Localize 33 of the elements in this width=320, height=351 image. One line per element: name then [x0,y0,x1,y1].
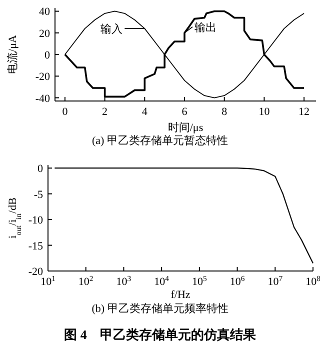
x-tick-label: 10$^{2}$ [78,274,94,288]
x-tick-label: 4 [142,106,148,118]
y-tick-label: -20 [35,71,50,84]
y-tick-label: 0 [44,50,50,62]
y-tick-label: 0 [38,163,44,176]
x-tick-label: 8 [222,106,228,118]
y-tick-label: -20 [28,266,44,278]
x-axis-title: 时间/μs [168,121,204,134]
text: (b) 甲乙类存储单元频率特性 [92,302,228,315]
y-tick-label: -10 [28,214,44,227]
x-tick-label: 6 [182,106,188,118]
x-tick-label: 10$^{8}$ [306,274,320,288]
x-axis-title: f/Hz [170,289,190,301]
x-tick-label: 10$^{4}$ [154,274,170,288]
caption: 图 4 甲乙类存储单元的仿真结果 [64,327,257,342]
y-tick-label: 40 [39,6,50,18]
x-tick-label: 10 [258,106,270,118]
x-tick-label: 10$^{5}$ [192,274,208,288]
x-tick-label: 10$^{7}$ [268,274,283,288]
y-axis-title: 电流/μA [6,35,19,74]
x-tick-label: 10$^{3}$ [116,274,132,288]
text: (a) 甲乙类存储单元暂态特性 [92,134,228,147]
x-tick-label: 0 [62,106,68,118]
x-tick-label: 10$^{1}$ [40,274,56,288]
x-tick-label: 10$^{6}$ [230,274,245,288]
annotation: 输出 [194,20,217,34]
x-tick-label: 2 [102,106,108,118]
y-tick-label: -15 [28,240,44,252]
y-tick-label: -5 [34,188,44,201]
y-tick-label: 20 [39,28,50,40]
annotation: 输入 [100,22,123,36]
x-tick-label: 12 [298,106,310,118]
y-tick-label: -40 [35,92,50,105]
